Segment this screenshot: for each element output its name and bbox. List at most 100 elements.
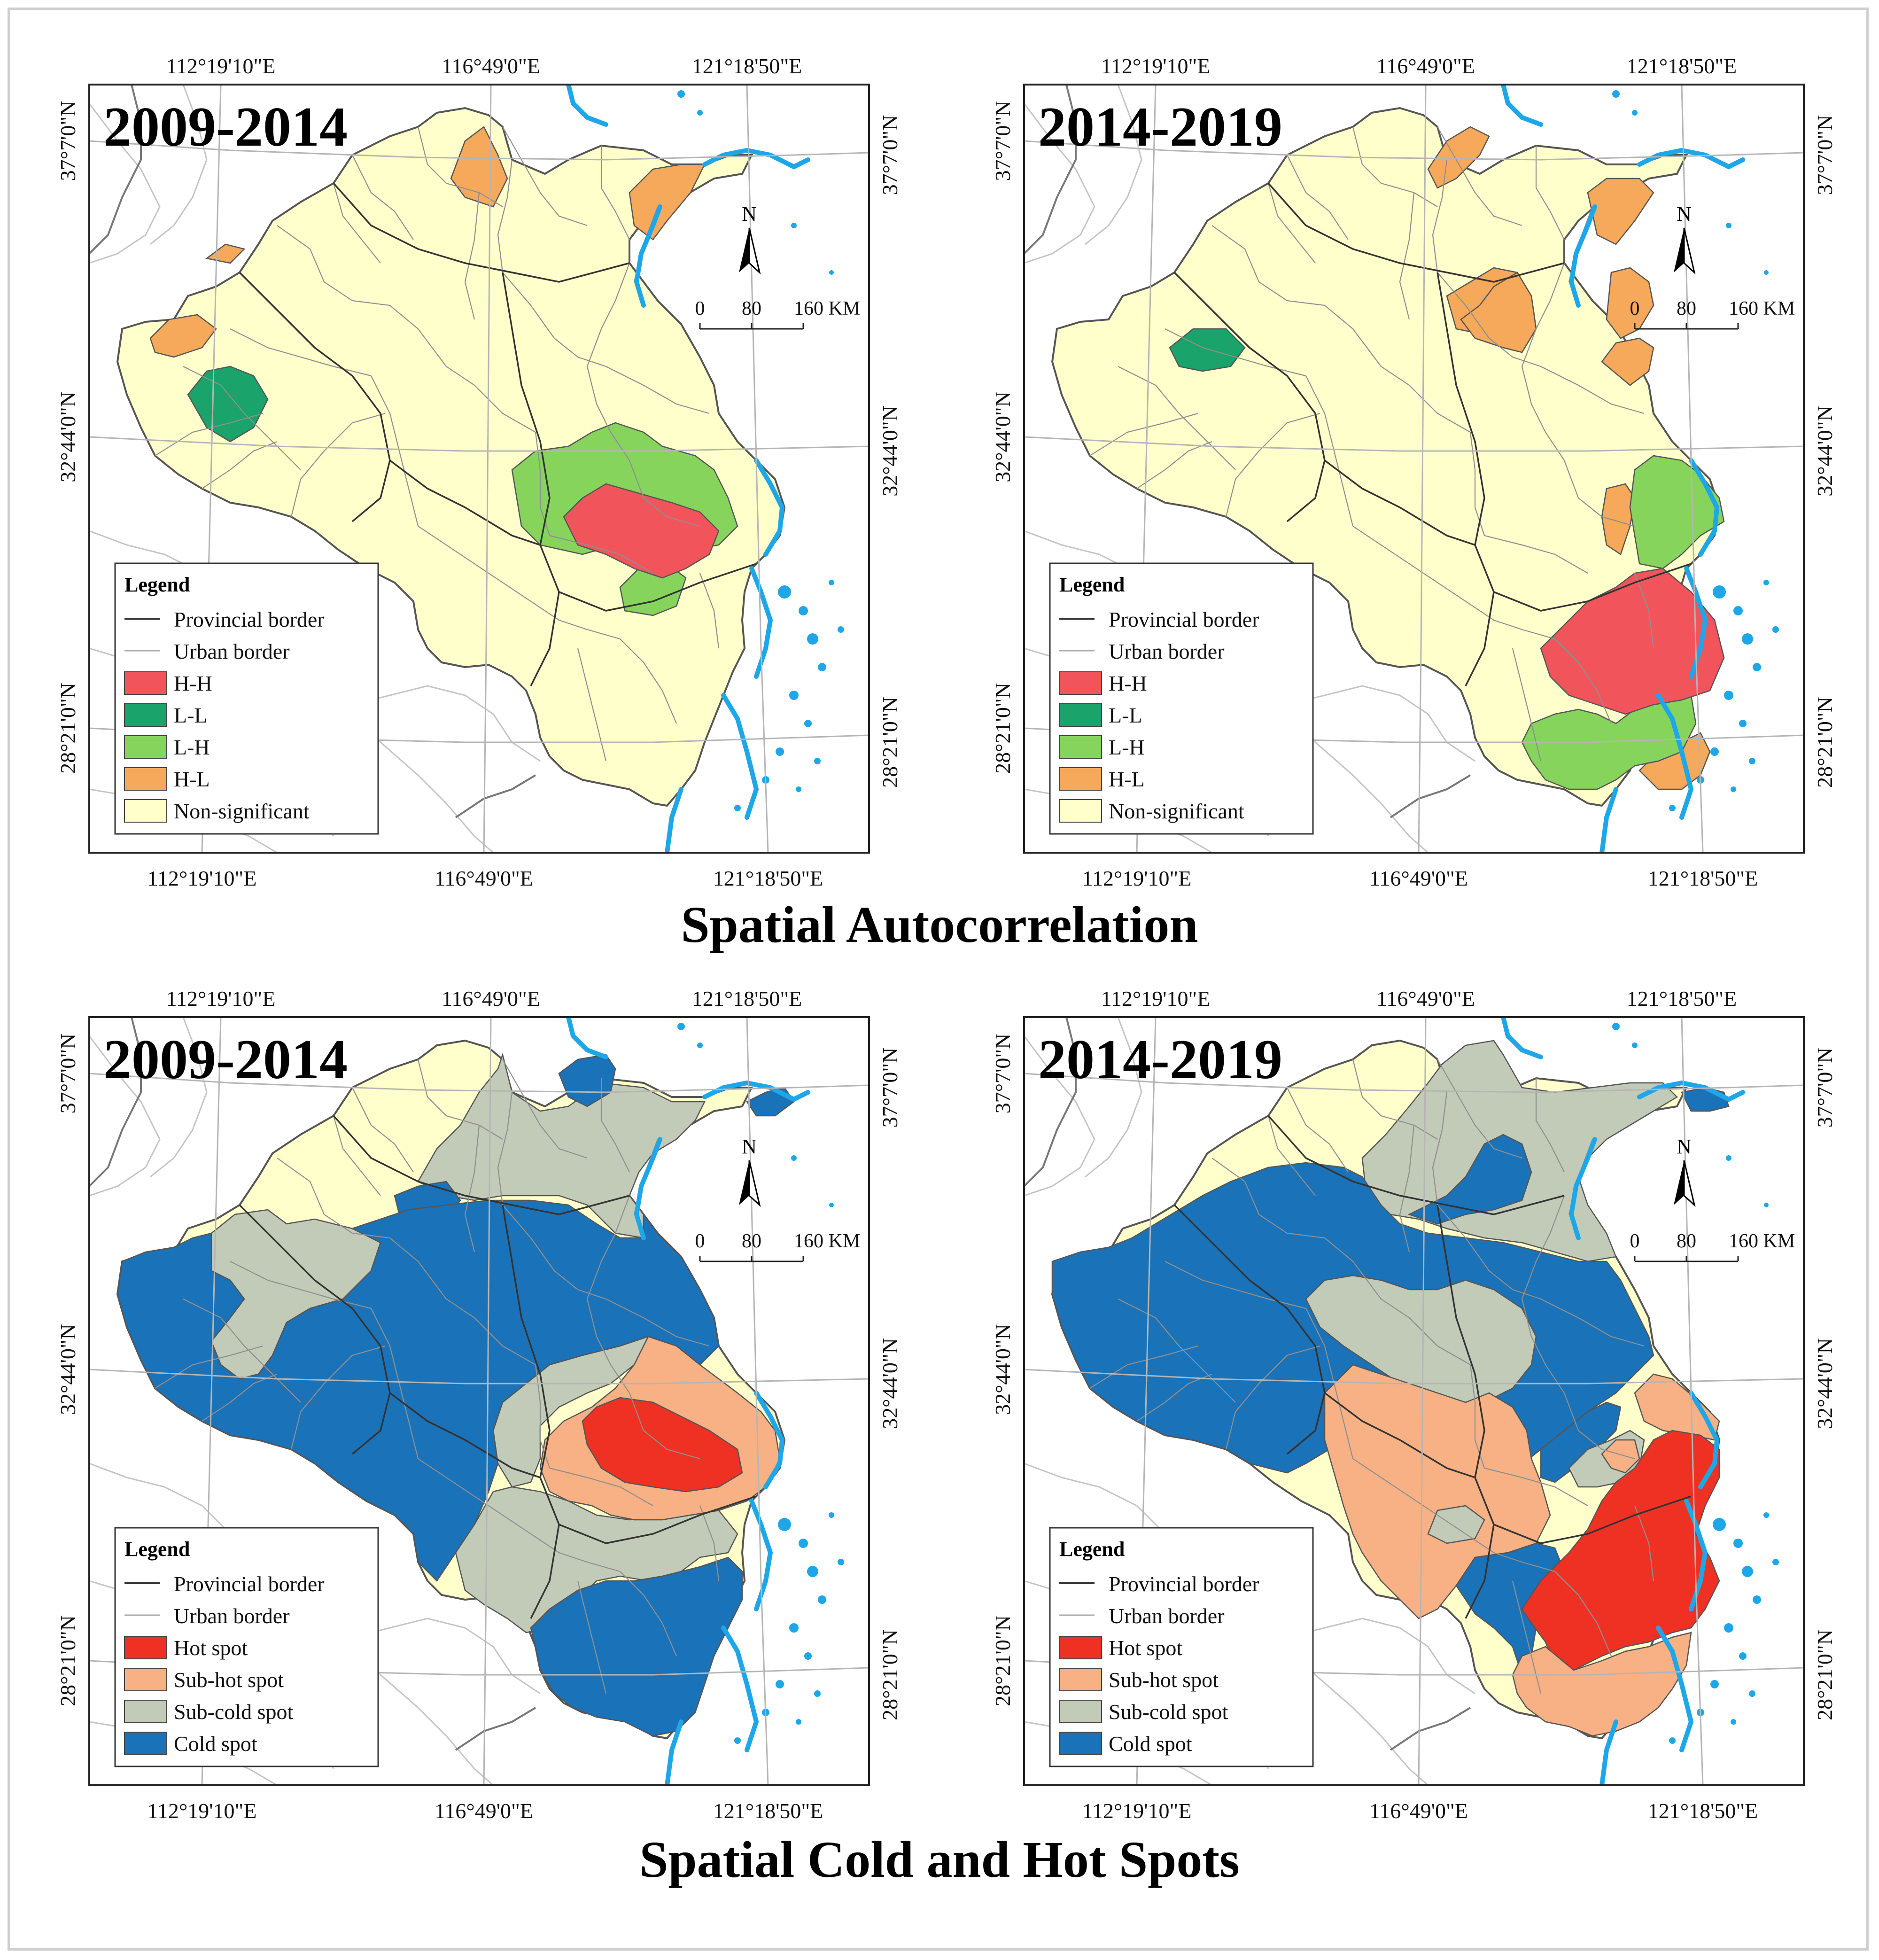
urban-border [1634,1505,1654,1581]
island [1739,1652,1747,1660]
left-latitude-label: 28°21'0"N [991,1615,1015,1706]
right-latitude-label: 32°44'0"N [1813,405,1837,497]
legend-item-label: Provincial border [174,1572,325,1596]
legend-item-label: L-H [1109,735,1145,759]
urban-border [1563,1392,1635,1460]
neighbor-border [1024,1462,1166,1535]
neighbor-border [1024,1035,1095,1197]
urban-border [1521,1195,1565,1299]
urban-border [1554,1571,1612,1657]
provincial-border [333,1115,630,1215]
island [789,1623,799,1633]
provincial-border [389,1392,541,1478]
urban-border [497,1092,513,1206]
legend-item-label: H-H [1109,671,1147,695]
period-title: 2014-2019 [1038,1028,1282,1090]
island [1731,1719,1736,1725]
bottom-longitude-label: 112°19'10"E [1082,866,1192,890]
urban-border [1305,1308,1354,1459]
island [789,691,799,700]
island [1731,786,1736,792]
urban-border [1437,126,1522,226]
graticule-longitude [1681,1017,1704,1785]
legend-item-label: Provincial border [1109,607,1259,631]
top-longitude-label: 121°18'50"E [1627,54,1737,78]
bottom-longitude-label: 112°19'10"E [1082,1799,1192,1823]
graticule-longitude [1418,85,1427,853]
north-label: N [1677,202,1692,226]
urban-border [1634,573,1654,649]
urban-border [1465,601,1555,640]
urban-border [549,1467,653,1506]
coastline [721,693,759,820]
graticule-longitude [483,85,492,853]
region-subcold [1427,1505,1485,1544]
island [829,270,834,275]
urban-border [1484,535,1588,574]
region-hot [1521,1430,1720,1671]
top-longitude-label: 121°18'50"E [1627,987,1737,1011]
legend-item-label: Provincial border [1109,1572,1259,1596]
legend-item-label: Cold spot [174,1732,257,1756]
provincial-border [333,182,630,283]
coastline [1568,204,1597,308]
region-hl [450,126,508,208]
left-latitude-label: 37°7'0"N [56,1034,80,1114]
region-hl [629,163,706,241]
island [799,606,808,615]
right-latitude-label: 28°21'0"N [1813,1629,1837,1720]
region-ll [1169,328,1246,372]
urban-border [333,1115,381,1196]
urban-border [1211,1158,1353,1262]
legend-item-label: L-L [1109,703,1142,727]
urban-border [352,1087,414,1173]
urban-border [549,535,653,574]
north-label: N [1677,1135,1692,1158]
region-hl [1606,267,1654,339]
island [829,1512,834,1518]
urban-border [1535,1078,1565,1173]
legend-item-label: H-L [1109,767,1145,791]
legend-fill-swatch [124,1732,167,1755]
bottom-longitude-label: 112°19'10"E [148,866,257,890]
island [1710,747,1719,756]
neighbor-border [1024,103,1095,264]
urban-border [620,638,677,724]
neighbor-border [89,1462,231,1535]
coastline [1656,1626,1694,1752]
north-arrow-icon: N [1674,1135,1696,1207]
region-hl [1460,272,1537,353]
legend-item-label: Sub-hot spot [174,1668,284,1692]
urban-border [1352,1458,1466,1534]
legend-fill-swatch [124,703,167,727]
island [1733,606,1743,615]
provincial-border [1173,272,1326,522]
island [1724,691,1733,700]
period-title: 2009-2014 [103,1028,348,1090]
top-longitude-label: 112°19'10"E [166,987,276,1011]
island [677,1023,685,1030]
right-latitude-label: 28°21'0"N [878,1629,902,1720]
urban-border [1521,366,1565,461]
urban-border [352,155,414,240]
island [807,633,818,645]
island [814,1690,821,1697]
graticule-latitude [89,140,869,161]
island [796,786,801,792]
legend-item-label: Urban border [174,1604,290,1628]
left-latitude-label: 32°44'0"N [991,391,1015,482]
legend-fill-swatch [124,735,167,759]
urban-border [1352,126,1438,207]
bottom-longitude-label: 116°49'0"E [1369,866,1468,890]
coastline [1656,693,1694,820]
graticule-latitude [1024,140,1804,161]
legend-fill-swatch [1059,1668,1102,1691]
island [807,1566,818,1577]
coastline [1568,1137,1597,1240]
urban-border [1352,526,1466,602]
scale-label: 0 [1630,1230,1640,1252]
urban-border [1465,1533,1555,1572]
region-subhot [1601,1439,1640,1474]
section-title-autocorrelation: Spatial Autocorrelation [681,896,1198,953]
neighbor-provincial-border [1390,1707,1471,1751]
